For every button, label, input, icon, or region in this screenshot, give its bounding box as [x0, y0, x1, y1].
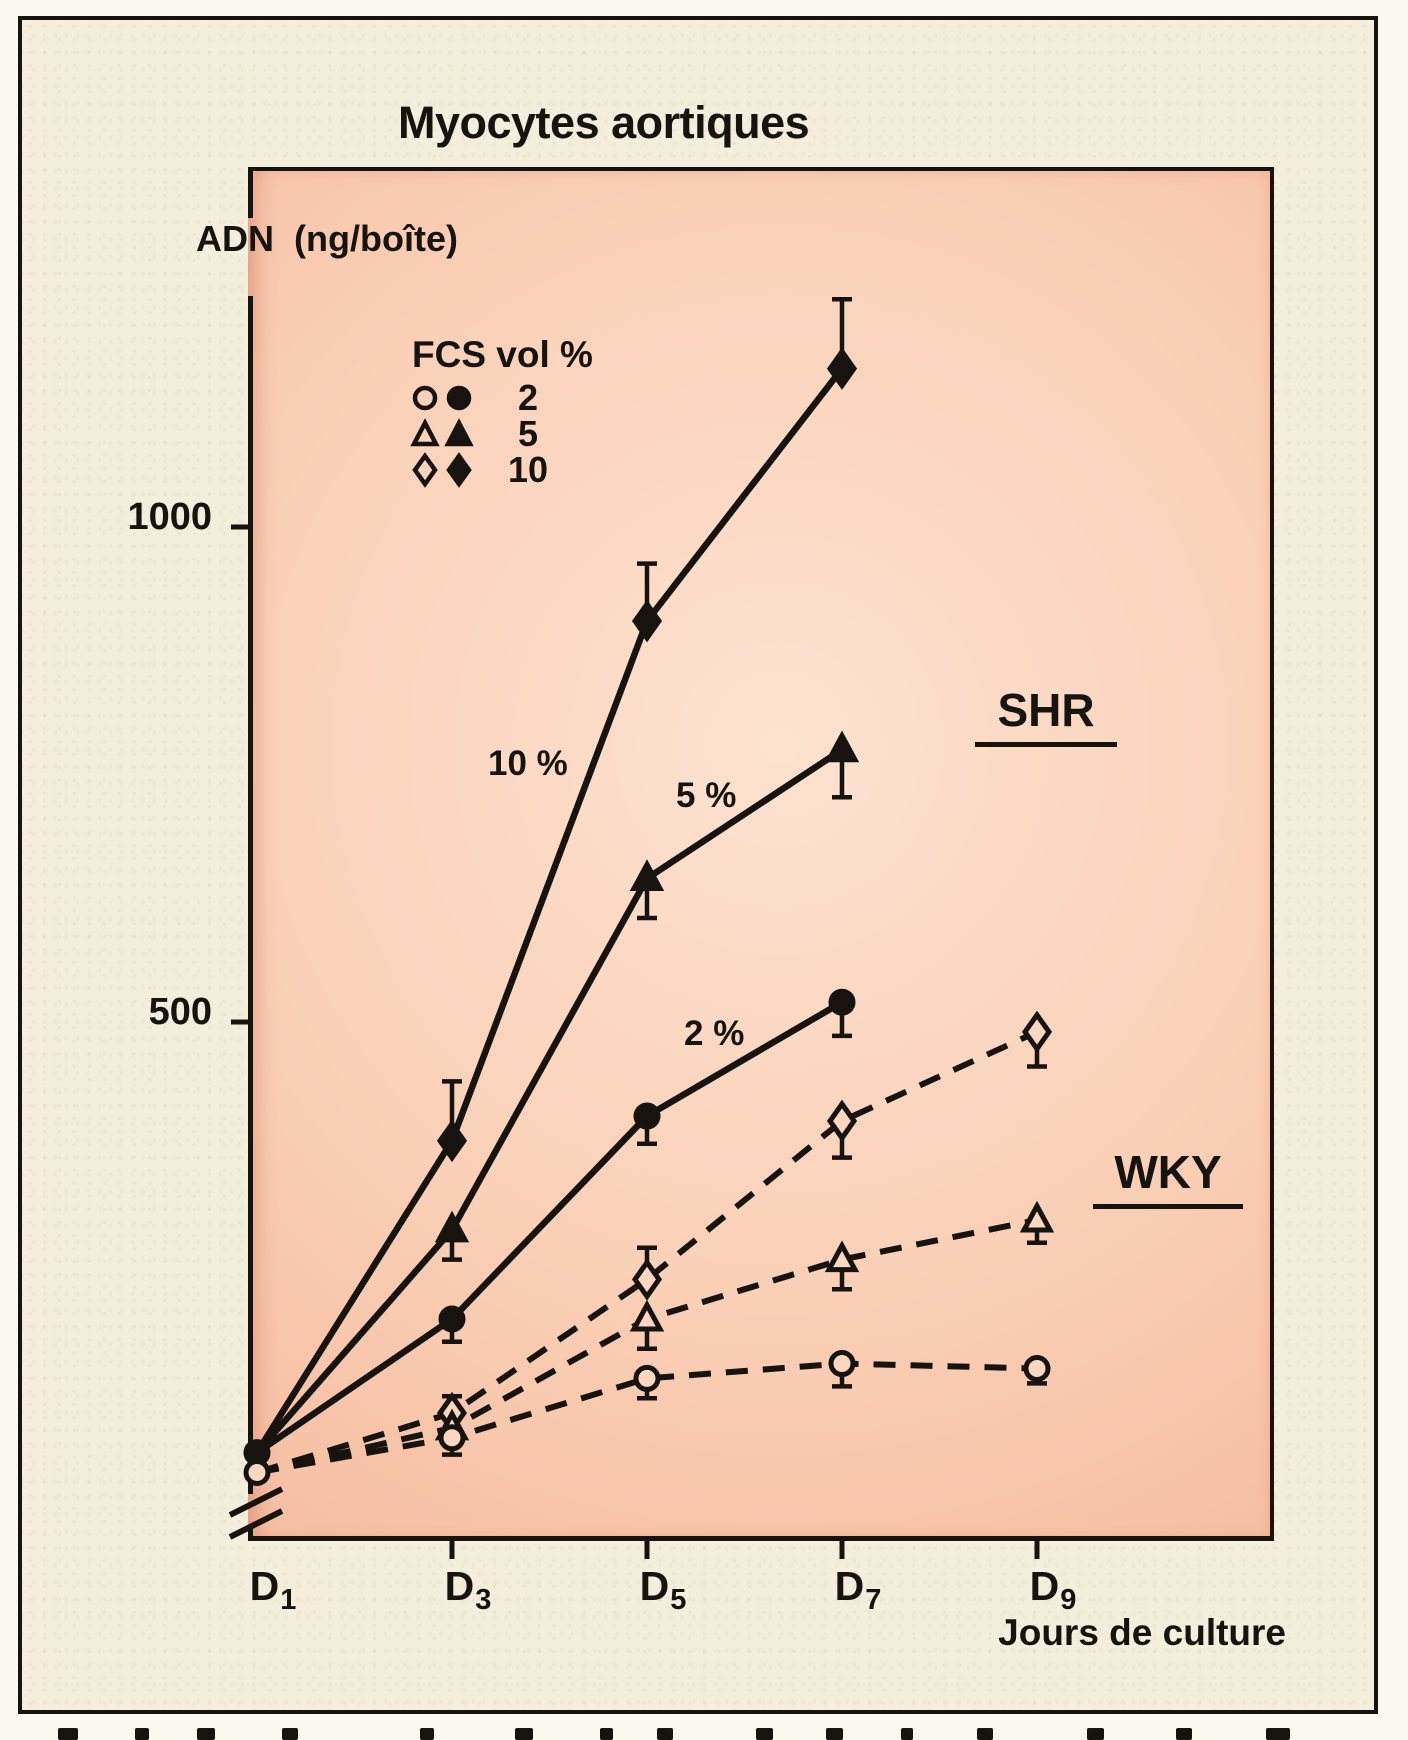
legend-row-label: 2 — [517, 377, 539, 418]
triangle-filled-icon — [444, 418, 474, 447]
cutoff-text-fragment — [515, 1728, 533, 1740]
cutoff-text-fragment — [58, 1728, 78, 1740]
triangle-open-icon — [410, 418, 440, 447]
legend-title: FCS vol % — [412, 334, 593, 375]
chart-title: Myocytes aortiques — [398, 97, 810, 148]
legend-open-marker — [408, 416, 442, 452]
x-tick-label: D5 — [639, 1563, 687, 1616]
curve-label-5pct: 5 % — [676, 776, 737, 815]
legend-open-marker — [408, 452, 442, 488]
curve-label-2pct: 2 % — [684, 1014, 745, 1053]
cutoff-text-fragment — [756, 1728, 773, 1740]
cutoff-text-fragment — [1176, 1728, 1192, 1740]
cutoff-text-fragment — [1266, 1728, 1290, 1740]
y-tick-label: 500 — [148, 991, 212, 1033]
legend-filled-marker — [442, 380, 476, 416]
legend-filled-marker — [442, 452, 476, 488]
x-axis-label: Jours de culture — [998, 1612, 1286, 1653]
y-tick-label: 1000 — [127, 496, 212, 538]
legend-row: 5 — [408, 413, 593, 454]
x-tick-label: D3 — [444, 1563, 492, 1616]
cutoff-text-fragment — [977, 1728, 993, 1740]
legend-open-marker — [408, 380, 442, 416]
legend-row-label: 5 — [517, 413, 539, 454]
legend: FCS vol % 2 5 10 — [408, 334, 593, 490]
cutoff-caption-strip — [0, 1726, 1408, 1740]
curve-label-10pct: 10 % — [488, 744, 568, 783]
circle-filled-icon — [446, 385, 472, 411]
legend-row-label: 10 — [507, 449, 549, 490]
legend-row: 2 — [408, 377, 593, 418]
legend-rows: 2 5 10 — [408, 377, 593, 490]
diamond-filled-icon — [446, 452, 472, 488]
plot-area — [248, 167, 1274, 1538]
y-axis-label: ADN (ng/boîte) — [196, 218, 458, 259]
x-tick-label: D9 — [1029, 1563, 1077, 1616]
legend-filled-marker — [442, 416, 476, 452]
x-tick-label: D1 — [249, 1563, 297, 1616]
x-tick-label: D7 — [834, 1563, 882, 1616]
legend-row: 10 — [408, 449, 593, 490]
cutoff-text-fragment — [600, 1728, 613, 1740]
cutoff-text-fragment — [901, 1728, 913, 1740]
cutoff-text-fragment — [282, 1728, 298, 1740]
cutoff-text-fragment — [826, 1728, 843, 1740]
wky-group-label: WKY — [1093, 1148, 1243, 1210]
shr-group-label: SHR — [975, 686, 1117, 748]
cutoff-text-fragment — [197, 1728, 215, 1740]
circle-open-icon — [412, 385, 438, 411]
cutoff-text-fragment — [657, 1728, 673, 1740]
cutoff-text-fragment — [420, 1728, 434, 1740]
diamond-open-icon — [412, 452, 438, 488]
cutoff-text-fragment — [1087, 1728, 1104, 1740]
cutoff-text-fragment — [135, 1728, 149, 1740]
